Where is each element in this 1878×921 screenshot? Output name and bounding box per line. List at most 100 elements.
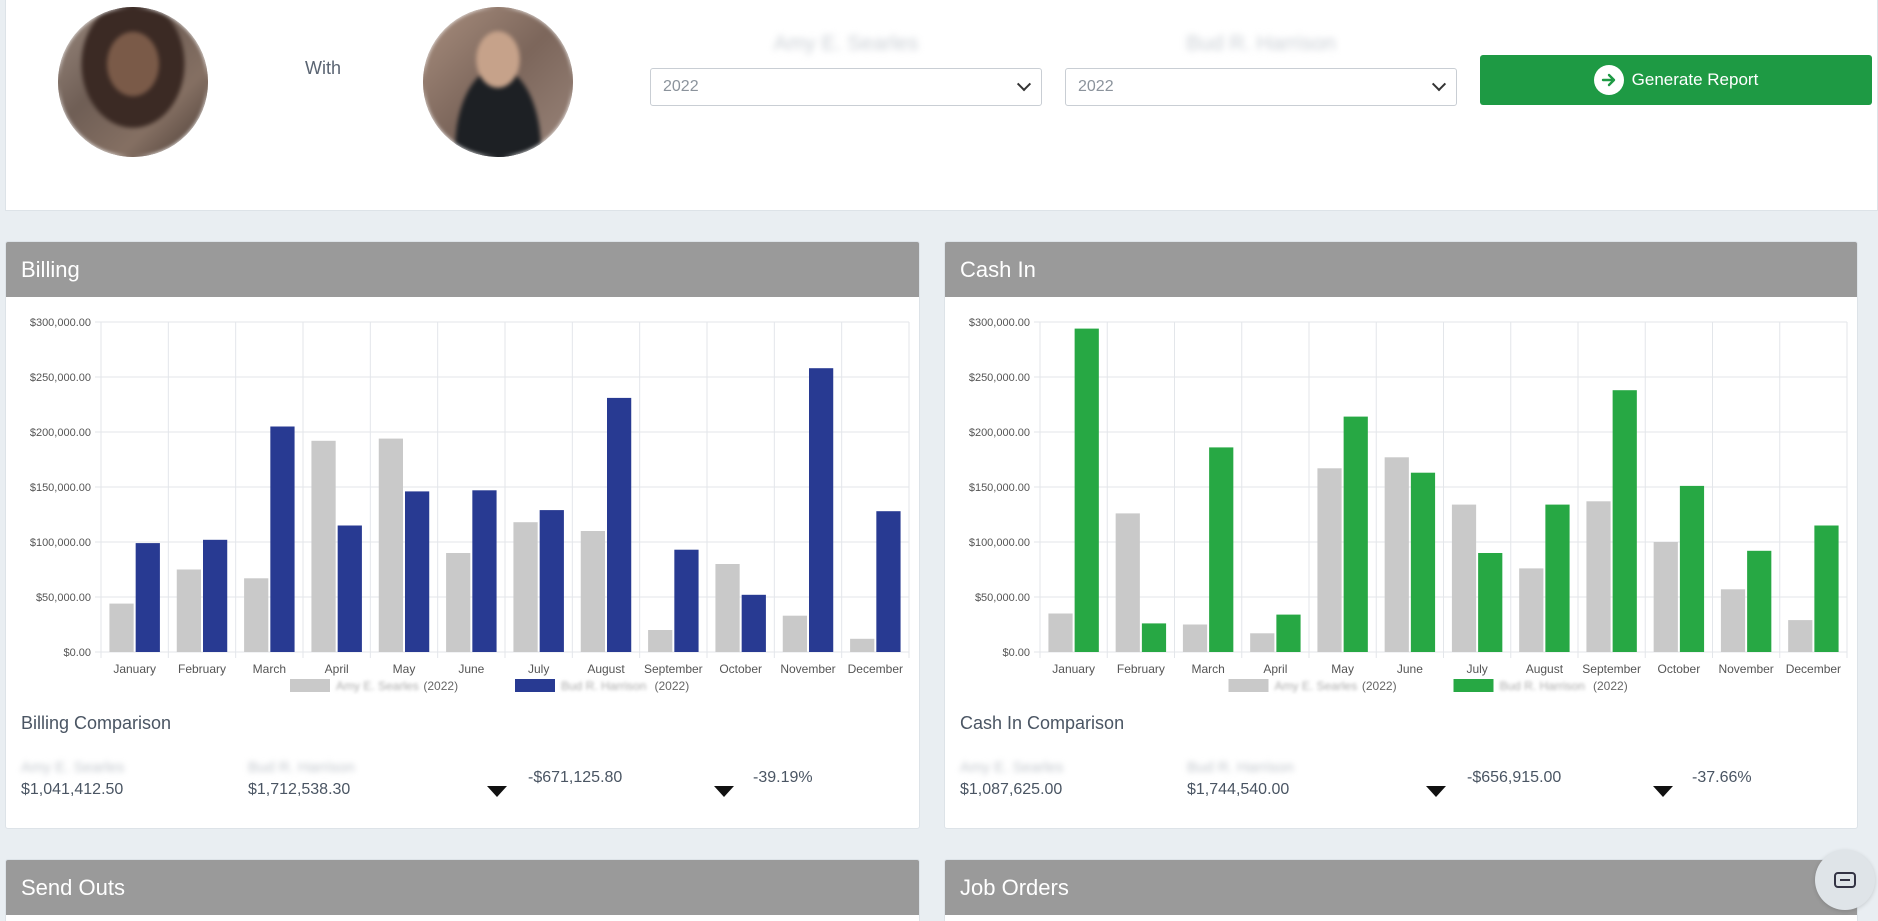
cash-in-bar-p2[interactable]: [1276, 614, 1301, 652]
person2-name: Bud R. Harrison: [1186, 32, 1336, 55]
legend-swatch: [1453, 679, 1494, 692]
cash-in-bar-p2[interactable]: [1141, 623, 1167, 652]
cash-in-bar-p2[interactable]: [1612, 390, 1637, 652]
cash-in-diff: -$656,915.00: [1467, 769, 1562, 786]
cash-in-bar-p1[interactable]: [1384, 457, 1409, 652]
cash-in-bar-p2[interactable]: [1209, 447, 1234, 652]
billing-bar-p2[interactable]: [472, 490, 497, 652]
billing-bar-p2[interactable]: [203, 539, 228, 652]
cash-in-bar-p1[interactable]: [1653, 542, 1678, 652]
triangle-down-icon: [487, 786, 507, 797]
y-tick-label: $300,000.00: [969, 317, 1030, 329]
billing-bar-p1[interactable]: [446, 553, 471, 652]
cash-in-p1-total: $1,087,625.00: [960, 781, 1063, 798]
billing-panel: Billing $0.00 $50,000.00 $100,000.00 $150,0…: [5, 241, 920, 829]
cash-in-p1-name: Amy E. Searles: [960, 759, 1064, 776]
billing-bar-p1[interactable]: [109, 603, 134, 652]
billing-bar-p1[interactable]: [176, 569, 201, 653]
cash-in-p2-name: Bud R. Harrison: [1187, 759, 1294, 776]
cash-in-bar-p1[interactable]: [1451, 504, 1477, 652]
cash-in-bar-p1[interactable]: [1586, 501, 1611, 652]
person2-year-select[interactable]: 2022: [1065, 68, 1457, 106]
cash-in-bar-p1[interactable]: [1788, 620, 1813, 652]
y-tick-label: $100,000.00: [969, 537, 1030, 549]
x-tick-label: January: [113, 662, 156, 676]
legend-swatch: [515, 679, 555, 692]
x-tick-label: August: [587, 662, 625, 676]
billing-p2-name: Bud R. Harrison: [248, 759, 355, 776]
legend-swatch: [290, 679, 330, 692]
billing-bar-p1[interactable]: [311, 440, 336, 652]
chat-icon: [1834, 872, 1856, 888]
cash-in-chart: $0.00 $50,000.00 $100,000.00 $150,000.00 $20…: [969, 317, 1848, 693]
cash-in-comparison-row: Amy E. Searles $1,087,625.00 Bud R. Harr…: [960, 759, 1842, 809]
cash-in-bar-p2[interactable]: [1343, 416, 1368, 652]
billing-bar-p1[interactable]: [850, 638, 875, 652]
person1-year-select[interactable]: 2022: [650, 68, 1042, 106]
person2-year-value: 2022: [1078, 78, 1114, 95]
billing-bar-p1[interactable]: [580, 531, 605, 652]
billing-bar-p2[interactable]: [674, 549, 699, 652]
billing-p1-name: Amy E. Searles: [21, 759, 125, 776]
comparison-selector-card: With Amy E. Searles 2022 Bud R. Harrison…: [5, 0, 1878, 211]
triangle-down-icon: [1426, 786, 1446, 797]
billing-bar-p1[interactable]: [715, 564, 740, 652]
cash-in-bar-p2[interactable]: [1679, 485, 1705, 652]
triangle-down-icon: [1653, 786, 1673, 797]
x-tick-label: June: [1397, 662, 1423, 676]
arrow-right-circle-icon: [1593, 65, 1624, 95]
billing-bar-p1[interactable]: [513, 522, 538, 652]
billing-bar-p2[interactable]: [876, 511, 901, 652]
cash-in-bar-p2[interactable]: [1545, 504, 1570, 652]
y-tick-label: $0.00: [1002, 647, 1030, 659]
y-tick-label: $0.00: [63, 647, 91, 659]
triangle-down-icon: [714, 786, 734, 797]
legend-swatch: [1228, 679, 1269, 692]
legend-year: (2022): [1593, 679, 1628, 693]
cash-in-p1: Amy E. Searles $1,087,625.00: [960, 759, 1063, 799]
x-tick-label: April: [1263, 662, 1287, 676]
billing-bar-p2[interactable]: [607, 397, 632, 652]
cash-in-bar-p2[interactable]: [1410, 472, 1436, 652]
billing-p1-total: $1,041,412.50: [21, 781, 124, 798]
cash-in-bar-p1[interactable]: [1317, 468, 1342, 652]
y-tick-label: $150,000.00: [969, 482, 1030, 494]
billing-bar-p2[interactable]: [270, 426, 295, 653]
x-tick-label: January: [1052, 662, 1095, 676]
person2-selector: Bud R. Harrison 2022: [1065, 32, 1457, 106]
y-tick-label: $200,000.00: [969, 427, 1030, 439]
billing-bar-p1[interactable]: [244, 578, 269, 652]
generate-report-label: Generate Report: [1631, 70, 1759, 89]
cash-in-bar-p2[interactable]: [1074, 328, 1099, 652]
cash-in-bar-p1[interactable]: [1519, 568, 1544, 652]
chat-button[interactable]: [1815, 850, 1875, 910]
y-tick-label: $250,000.00: [969, 372, 1030, 384]
billing-bar-p2[interactable]: [539, 510, 564, 652]
billing-p2: Bud R. Harrison $1,712,538.30: [248, 759, 355, 799]
billing-bar-p1[interactable]: [782, 615, 807, 652]
billing-bar-p2[interactable]: [337, 525, 362, 653]
cash-in-bar-p1[interactable]: [1115, 513, 1140, 652]
legend-name: Bud R. Harrison: [1500, 679, 1585, 693]
x-tick-label: April: [325, 662, 349, 676]
cash-in-bar-p2[interactable]: [1814, 525, 1839, 653]
send-outs-panel: Send Outs: [5, 859, 920, 921]
generate-report-button[interactable]: Generate Report: [1480, 55, 1872, 105]
y-tick-label: $200,000.00: [30, 427, 91, 439]
cash-in-bar-p1[interactable]: [1048, 613, 1073, 653]
cash-in-bar-p1[interactable]: [1720, 589, 1746, 652]
billing-bar-p2[interactable]: [405, 491, 430, 652]
cash-in-bar-p1[interactable]: [1182, 624, 1208, 653]
x-tick-label: July: [528, 662, 549, 676]
billing-bar-p2[interactable]: [741, 594, 766, 652]
cash-in-title: Cash In: [945, 242, 1857, 297]
cash-in-bar-p1[interactable]: [1250, 633, 1275, 652]
billing-bar-p2[interactable]: [135, 543, 160, 652]
billing-bar-p2[interactable]: [809, 368, 834, 652]
billing-bar-p1[interactable]: [648, 630, 673, 652]
billing-bar-p1[interactable]: [378, 438, 403, 652]
y-tick-label: $50,000.00: [975, 592, 1030, 604]
cash-in-bar-p2[interactable]: [1747, 550, 1772, 652]
cash-in-bar-p2[interactable]: [1478, 553, 1503, 652]
x-tick-label: December: [848, 662, 903, 676]
